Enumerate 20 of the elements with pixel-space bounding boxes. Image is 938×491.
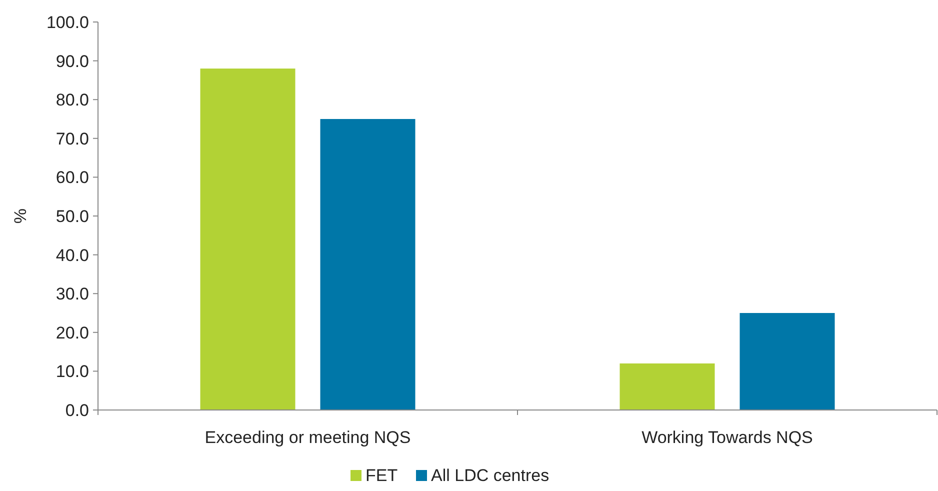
y-tick-label: 0.0 xyxy=(65,400,89,420)
y-tick-label: 20.0 xyxy=(56,323,89,342)
x-tick-label: Working Towards NQS xyxy=(642,428,813,447)
y-tick-label: 50.0 xyxy=(56,206,89,226)
y-tick-label: 100.0 xyxy=(46,12,89,32)
bar xyxy=(740,313,835,410)
bar xyxy=(200,68,296,410)
legend-label: FET xyxy=(366,466,398,485)
y-tick-label: 90.0 xyxy=(56,52,89,71)
bar xyxy=(320,119,416,410)
y-tick-label: 10.0 xyxy=(56,362,89,382)
y-tick-label: 80.0 xyxy=(56,90,89,110)
y-tick-label: 60.0 xyxy=(56,168,89,188)
legend-label: All LDC centres xyxy=(431,466,550,485)
y-tick-label: 40.0 xyxy=(56,246,89,265)
y-tick-label: 30.0 xyxy=(56,284,89,304)
x-tick-label: Exceeding or meeting NQS xyxy=(204,428,411,447)
y-tick-label: 70.0 xyxy=(56,129,89,148)
y-axis-title: % xyxy=(11,208,30,224)
bar xyxy=(620,363,715,410)
